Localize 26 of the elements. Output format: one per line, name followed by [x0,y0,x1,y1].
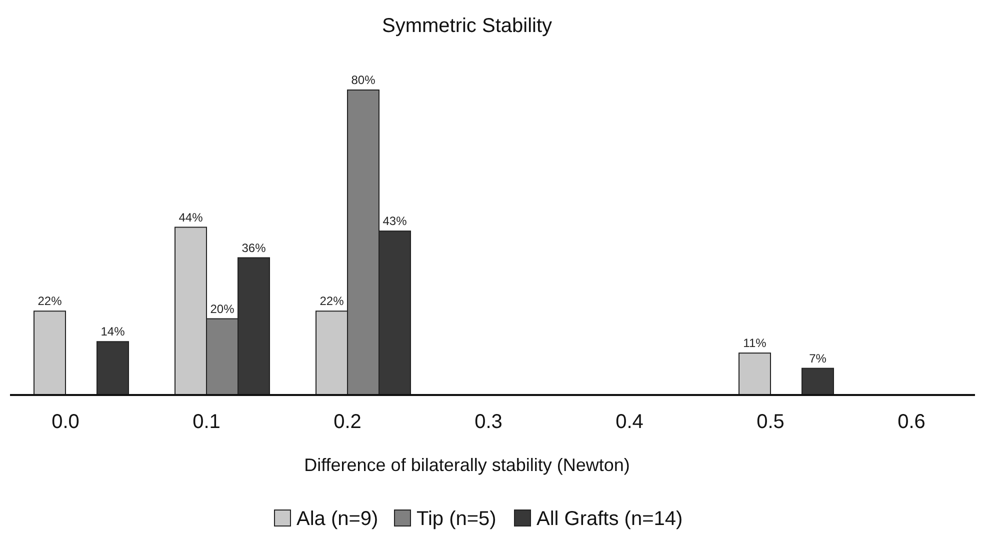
data-label: 44% [178,210,204,224]
legend-label: Ala (n=9) [296,508,378,530]
x-tick-label: 0.0 [52,411,80,433]
data-label: 14% [100,324,126,339]
data-label: 80% [351,73,376,87]
x-tick-label: 0.5 [756,411,784,433]
bar [96,341,129,396]
bar [738,352,771,396]
x-axis-title: Difference of bilaterally stability (Newton) [304,455,630,475]
x-tick-label: 0.3 [474,411,502,433]
bar [802,368,834,396]
x-tick-label: 0.6 [898,411,926,433]
data-label: 22% [320,294,344,308]
data-label: 43% [382,214,408,228]
data-label: 22% [38,294,62,308]
bar [34,310,66,396]
legend-label: All Grafts (n=14) [536,508,683,530]
data-label: 36% [242,240,266,255]
x-tick-label: 0.4 [616,411,644,433]
chart-title: Symmetric Stability [382,15,552,37]
x-tick-label: 0.1 [192,411,220,433]
legend-label: Tip (n=5) [416,508,496,530]
data-label: 11% [743,336,767,350]
data-label: 7% [809,351,827,366]
x-tick-label: 0.2 [334,411,362,433]
data-label: 20% [210,302,235,316]
